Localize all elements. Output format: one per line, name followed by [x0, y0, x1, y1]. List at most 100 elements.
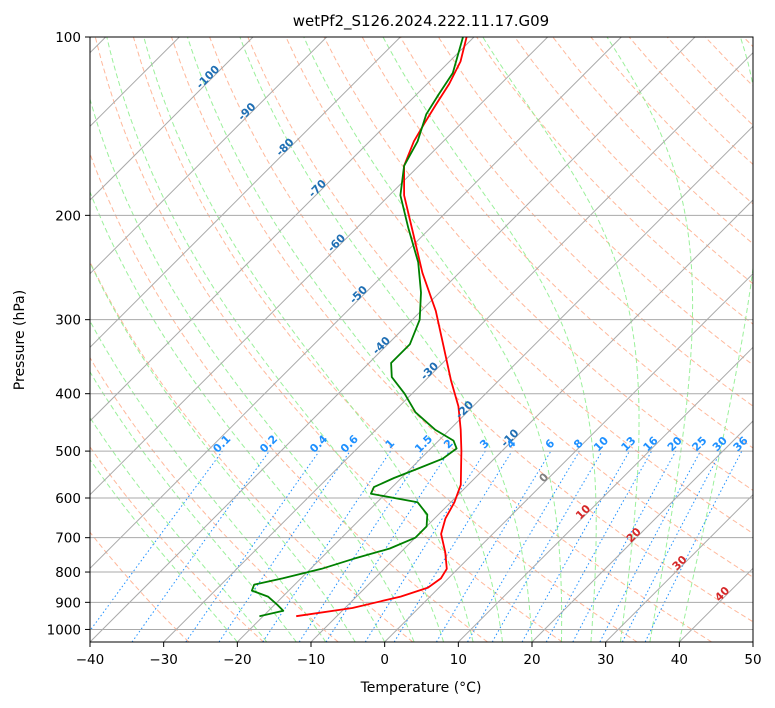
y-axis: 100 200 300 400 500 600 700 800 900 1000 [47, 30, 90, 638]
dry-adiabat [323, 37, 753, 491]
profile-series [251, 37, 468, 618]
y-tick-label: 100 [55, 30, 81, 46]
x-axis-title: Temperature (°C) [360, 680, 482, 696]
x-tick-label: 40 [671, 652, 688, 668]
isotherm-line [605, 493, 753, 642]
x-tick-label: 10 [450, 652, 467, 668]
isotherm-line [163, 51, 753, 642]
temperature-line [296, 37, 468, 618]
plot-frame [89, 36, 754, 643]
mixing-ratio-line [644, 450, 743, 642]
x-tick-label: 50 [744, 652, 761, 668]
dry-adiabat [90, 531, 190, 642]
mixing-ratio-line [262, 450, 392, 642]
moist-adiabat [106, 37, 445, 642]
isotherm-line [678, 567, 753, 642]
isotherm-line [90, 37, 254, 201]
isotherms [90, 37, 753, 642]
isotherm-label: -80 [273, 135, 296, 158]
mixing-ratio-label: 0.1 [210, 433, 233, 456]
isotherm-line [90, 37, 622, 570]
dry-adiabat [399, 37, 753, 407]
moist-adiabat [187, 37, 503, 642]
mixing-ratio-line [298, 450, 425, 642]
dry-adiabat [666, 37, 753, 126]
x-axis: −40 −30 −20 −10 0 10 20 30 40 50 [76, 642, 762, 668]
dry-adiabat [90, 446, 264, 642]
moist-adiabat [482, 37, 640, 642]
dry-adiabat [590, 37, 753, 205]
mixing-ratio-label: 3 [477, 437, 492, 452]
dry-adiabat [94, 37, 563, 642]
isotherm-line [90, 37, 696, 642]
mixing-ratio-line [521, 450, 630, 642]
dry-adiabat [247, 37, 753, 578]
chart-title: wetPf2_S126.2024.222.11.17.G09 [293, 12, 549, 31]
moist-adiabat [606, 37, 694, 642]
moist-adiabat [303, 37, 563, 642]
moist-adiabat [90, 190, 386, 642]
moist-adiabat [239, 37, 533, 642]
dry-adiabat [132, 37, 638, 642]
moist-adiabats [90, 37, 753, 642]
pressure-gridlines [90, 37, 753, 630]
y-axis-title: Pressure (hPa) [12, 290, 28, 390]
mixing-ratio-label: 6 [543, 436, 558, 451]
mixing-ratio-line [325, 450, 450, 642]
mixing-ratio-line [90, 450, 223, 632]
isotherm-label: -50 [347, 283, 370, 306]
isotherm-line [90, 37, 328, 275]
isotherm-line [90, 37, 475, 422]
mixing-ratio-line [467, 450, 580, 642]
dry-adiabat [90, 152, 488, 642]
mixing-ratio-line [185, 450, 320, 642]
isotherm-line [384, 272, 753, 642]
dry-adiabat [171, 37, 712, 642]
mixing-ratio-label: 0.4 [307, 432, 330, 455]
y-tick-label: 600 [55, 491, 81, 507]
y-tick-label: 400 [55, 387, 81, 403]
isotherm-line [90, 37, 549, 496]
moist-adiabat [90, 320, 327, 642]
moist-adiabat [90, 416, 268, 642]
isotherm-line [90, 37, 401, 349]
mixing-ratio-label: 1.5 [412, 433, 435, 456]
moist-adiabat [90, 261, 356, 642]
dry-adiabat [90, 356, 339, 642]
mixing-ratio-label: 0.6 [338, 432, 361, 455]
dry-adiabat [90, 260, 414, 642]
isotherm-line [310, 199, 753, 642]
mixing-ratio-line [572, 450, 677, 642]
dry-adiabat-label: 20 [624, 525, 644, 545]
x-tick-label: −30 [149, 652, 178, 668]
dry-adiabat [209, 37, 753, 623]
x-tick-label: 0 [380, 652, 389, 668]
dry-adiabat [743, 37, 753, 48]
dry-adiabat [514, 37, 753, 285]
x-tick-label: −20 [223, 652, 252, 668]
y-tick-label: 900 [55, 595, 81, 611]
mixing-ratio-line [599, 450, 701, 642]
mixing-ratio-line [393, 450, 513, 642]
isotherm-label: -90 [235, 100, 258, 123]
dry-adiabat [361, 37, 753, 449]
isotherm-line [236, 125, 753, 642]
y-tick-label: 1000 [47, 622, 81, 638]
x-tick-label: −10 [297, 652, 326, 668]
isotherm-label: -60 [325, 231, 348, 254]
isotherm-label: -40 [370, 334, 393, 357]
x-tick-label: 30 [597, 652, 614, 668]
dry-adiabat-label: 40 [712, 584, 732, 604]
dry-adiabat [285, 37, 753, 535]
y-tick-label: 500 [55, 444, 81, 460]
mixing-ratio-lines [90, 450, 743, 642]
y-tick-label: 800 [55, 565, 81, 581]
mixing-ratio-line [131, 450, 270, 642]
dry-adiabat [437, 37, 753, 366]
mixing-ratio-line [218, 450, 351, 642]
dry-adiabat [704, 37, 753, 87]
isotherm-label: -70 [306, 177, 329, 200]
moist-adiabat [143, 37, 474, 642]
x-tick-label: 20 [523, 652, 540, 668]
